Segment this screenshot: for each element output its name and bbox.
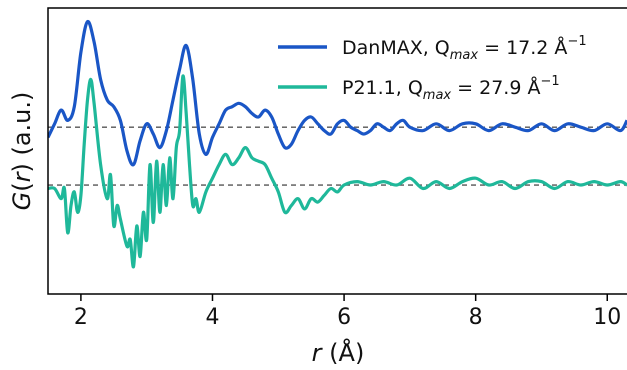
plot-frame <box>47 7 627 295</box>
x-tick-label: 6 <box>337 305 351 330</box>
legend-label-1: P21.1, Qmax = 27.9 Å−1 <box>342 74 560 103</box>
x-tick-label: 10 <box>593 305 621 330</box>
x-tick-label: 2 <box>74 305 88 330</box>
y-axis-label: G(r) (a.u.) <box>8 92 36 211</box>
series-group <box>48 19 627 269</box>
baseline-group <box>48 126 627 186</box>
series-line-0 <box>48 19 627 167</box>
x-axis-label: r (Å) <box>312 338 365 367</box>
legend-label-0: DanMAX, Qmax = 17.2 Å−1 <box>342 34 587 63</box>
legend: DanMAX, Qmax = 17.2 Å−1 P21.1, Qmax = 27.… <box>278 34 587 103</box>
x-tick-label: 4 <box>205 305 219 330</box>
series-line-1 <box>48 74 627 269</box>
x-tick-label: 8 <box>469 305 483 330</box>
x-tick-group: 2 4 6 8 10 <box>74 294 621 330</box>
